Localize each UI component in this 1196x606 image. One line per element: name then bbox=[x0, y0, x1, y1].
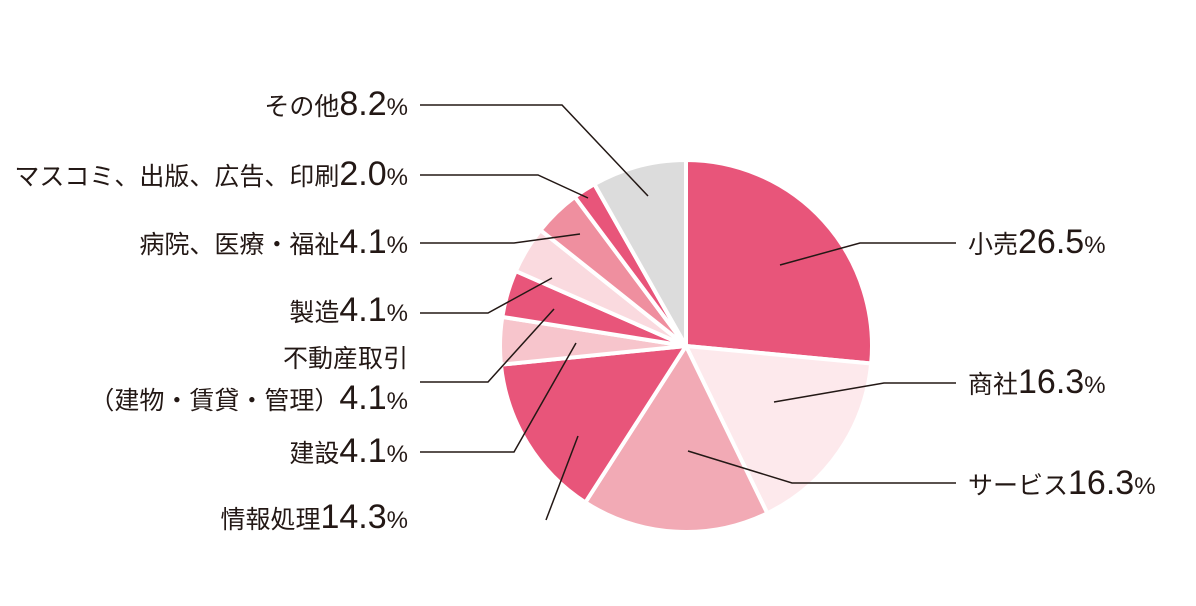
pie-slice-4 bbox=[498, 344, 688, 505]
slice-name: 小売 bbox=[968, 231, 1018, 259]
slice-value: 4.1 bbox=[339, 432, 386, 470]
slice-label-6-line1: 不動産取引 bbox=[283, 345, 408, 373]
slice-name: 建設 bbox=[289, 440, 339, 468]
slice-value: 2.0 bbox=[339, 155, 386, 193]
slice-value: 16.3 bbox=[1068, 464, 1134, 502]
pie-slice-3 bbox=[583, 344, 770, 534]
slice-unit: % bbox=[387, 300, 408, 327]
leader-line-2 bbox=[773, 382, 956, 403]
slice-name: マスコミ、出版、広告、印刷 bbox=[14, 163, 339, 191]
slice-value: 26.5 bbox=[1018, 223, 1084, 261]
leader-line-9 bbox=[420, 174, 589, 199]
slice-label-7: 製造4.1% bbox=[289, 291, 408, 329]
slice-unit: % bbox=[387, 507, 408, 534]
leader-lines bbox=[420, 104, 956, 521]
leader-line-10 bbox=[420, 104, 649, 197]
slice-name: 製造 bbox=[289, 299, 339, 327]
slice-unit: % bbox=[387, 164, 408, 191]
leader-line-5 bbox=[420, 342, 577, 453]
slice-name: 病院、医療・福祉 bbox=[139, 231, 339, 259]
leader-line-3 bbox=[687, 450, 956, 484]
slice-label-1: 小売26.5% bbox=[968, 223, 1106, 261]
slice-label-5: 建設4.1% bbox=[289, 432, 408, 470]
slice-unit: % bbox=[387, 94, 408, 121]
slice-label-6: （建物・賃貸・管理）4.1% bbox=[89, 379, 408, 417]
slice-name: 商社 bbox=[968, 371, 1018, 399]
slice-value: 14.3 bbox=[320, 498, 386, 536]
pie-slice-1 bbox=[684, 158, 874, 366]
leader-line-4 bbox=[545, 435, 579, 521]
slice-unit: % bbox=[387, 441, 408, 468]
slice-name: サービス bbox=[968, 472, 1068, 500]
slice-unit: % bbox=[1084, 232, 1105, 259]
slice-name: 情報処理 bbox=[220, 506, 320, 534]
slice-label-3: サービス16.3% bbox=[968, 464, 1156, 502]
slice-label-2: 商社16.3% bbox=[968, 363, 1106, 401]
slice-value: 8.2 bbox=[339, 85, 386, 123]
leader-line-1 bbox=[779, 242, 956, 266]
slice-label-4: 情報処理14.3% bbox=[220, 498, 408, 536]
slice-labels: 小売26.5%商社16.3%サービス16.3%情報処理14.3%建設4.1%不動… bbox=[14, 85, 1155, 536]
slice-label-10: その他8.2% bbox=[264, 85, 408, 123]
slice-unit: % bbox=[387, 232, 408, 259]
leader-line-7 bbox=[420, 277, 553, 314]
pie-slice-2 bbox=[684, 344, 874, 516]
slice-value: 16.3 bbox=[1018, 363, 1084, 401]
pie-slice-10 bbox=[592, 158, 688, 348]
slice-name: （建物・賃貸・管理） bbox=[89, 387, 339, 415]
slice-label-9: マスコミ、出版、広告、印刷2.0% bbox=[14, 155, 408, 193]
slice-value: 4.1 bbox=[339, 223, 386, 261]
leader-line-8 bbox=[420, 233, 581, 244]
slice-label-8: 病院、医療・福祉4.1% bbox=[139, 223, 408, 261]
leader-line-6 bbox=[420, 308, 555, 383]
slice-unit: % bbox=[1084, 372, 1105, 399]
slice-value: 4.1 bbox=[339, 291, 386, 329]
slice-unit: % bbox=[387, 388, 408, 415]
slice-value: 4.1 bbox=[339, 379, 386, 417]
slice-name: その他 bbox=[264, 93, 339, 121]
pie-slices bbox=[498, 158, 874, 534]
slice-unit: % bbox=[1134, 473, 1155, 500]
